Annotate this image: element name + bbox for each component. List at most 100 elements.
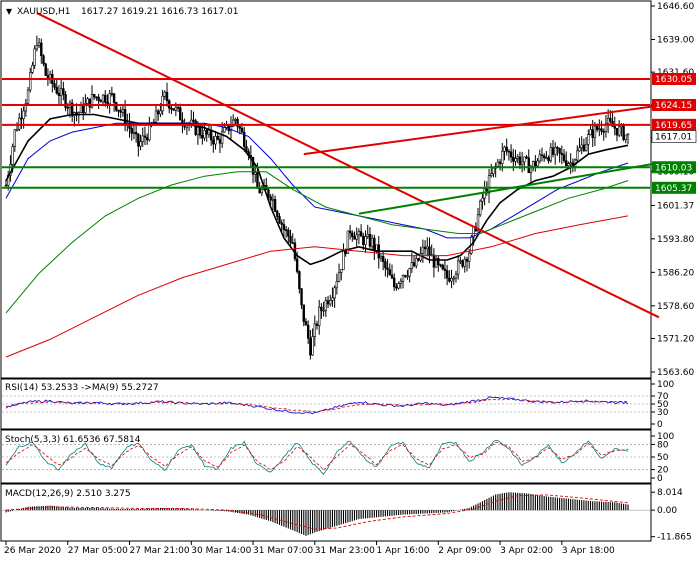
- candle: [423, 240, 427, 255]
- level-price-label: 1610.03: [655, 163, 692, 173]
- candle: [243, 126, 246, 152]
- candle: [417, 257, 420, 262]
- macd-tick-label: 8.014: [657, 488, 683, 498]
- candle: [304, 318, 308, 326]
- candle: [514, 149, 517, 166]
- price-tick-label: 1593.80: [657, 235, 694, 245]
- candle: [377, 236, 380, 269]
- level-price-tag: [652, 118, 696, 131]
- candle: [584, 137, 588, 152]
- candle: [437, 255, 440, 272]
- level-price-tag: [652, 98, 696, 111]
- candle: [353, 231, 356, 240]
- level-price-label: 1605.37: [655, 184, 692, 194]
- time-tick-label: 30 Mar 14:00: [191, 546, 251, 556]
- candle: [106, 94, 109, 109]
- candle: [335, 273, 339, 295]
- rsi-tick-label: 70: [657, 392, 669, 402]
- candle: [540, 147, 544, 162]
- candle: [161, 89, 164, 116]
- macd-plot: [2, 492, 650, 536]
- candle: [397, 281, 400, 290]
- candle: [600, 120, 603, 136]
- candle: [366, 224, 369, 239]
- candle: [551, 139, 555, 158]
- candle: [401, 274, 405, 289]
- candle: [351, 230, 354, 242]
- candle: [260, 185, 264, 197]
- candle: [337, 263, 341, 283]
- candle: [545, 151, 548, 160]
- chart-header-triangle-icon: ▼: [6, 7, 13, 16]
- chart-ohlc: 1617.27 1619.21 1616.73 1617.01: [81, 7, 238, 17]
- candle: [331, 287, 334, 307]
- candle: [33, 45, 36, 70]
- candle: [549, 142, 553, 163]
- candle: [355, 227, 358, 247]
- candle: [205, 128, 208, 142]
- candle: [81, 96, 85, 121]
- candle: [24, 98, 28, 117]
- candle: [249, 145, 253, 167]
- trendline[interactable]: [358, 161, 660, 215]
- macd-panel[interactable]: [0, 483, 652, 542]
- candle: [582, 138, 586, 152]
- stoch-tick-label: 50: [657, 453, 669, 463]
- trendline[interactable]: [303, 104, 660, 156]
- candle: [115, 101, 118, 113]
- macd-label: MACD(12,26,9) 2.510 3.275: [5, 489, 131, 499]
- candle: [479, 199, 482, 217]
- candle: [110, 86, 114, 97]
- candle: [516, 154, 519, 164]
- candle: [593, 122, 597, 147]
- candle: [364, 230, 367, 253]
- candle: [538, 149, 541, 164]
- candle: [108, 89, 111, 114]
- stoch-tick-label: 100: [657, 432, 674, 442]
- candle: [390, 264, 394, 280]
- candle: [322, 301, 325, 317]
- candle: [48, 70, 52, 84]
- candle: [503, 145, 506, 161]
- candle: [459, 256, 462, 265]
- price-tick-label: 1639.00: [657, 36, 694, 46]
- candle: [44, 62, 47, 76]
- candle: [578, 137, 581, 152]
- rsi-plot: [2, 395, 650, 415]
- candle: [201, 125, 204, 145]
- candle: [93, 93, 96, 100]
- candle: [194, 118, 197, 137]
- candle: [40, 38, 43, 64]
- rsi-tick-label: 100: [657, 380, 674, 390]
- candle: [445, 264, 449, 286]
- candle: [95, 96, 98, 101]
- level-price-tag: [652, 181, 696, 194]
- candle: [556, 146, 559, 156]
- candle: [450, 269, 453, 289]
- candle: [329, 294, 332, 307]
- price-panel[interactable]: [0, 0, 652, 379]
- candle: [518, 151, 522, 170]
- time-tick-label: 31 Mar 23:00: [315, 546, 375, 556]
- candle: [454, 270, 458, 283]
- rsi-tick-label: 30: [657, 408, 669, 418]
- candle: [154, 105, 158, 123]
- candle: [18, 112, 21, 132]
- candle: [386, 259, 389, 278]
- trendline[interactable]: [36, 12, 660, 319]
- candle: [284, 225, 288, 238]
- candle: [57, 85, 61, 105]
- candle: [490, 163, 493, 178]
- candle: [598, 119, 601, 137]
- candle: [430, 244, 433, 257]
- candle: [565, 151, 568, 169]
- level-price-label: 1630.05: [655, 75, 692, 85]
- candle: [77, 111, 80, 124]
- candle: [156, 108, 160, 121]
- rsi-tick-label: 50: [657, 400, 669, 410]
- candle: [406, 269, 409, 280]
- level-price-tag: [652, 161, 696, 174]
- candle: [558, 147, 561, 163]
